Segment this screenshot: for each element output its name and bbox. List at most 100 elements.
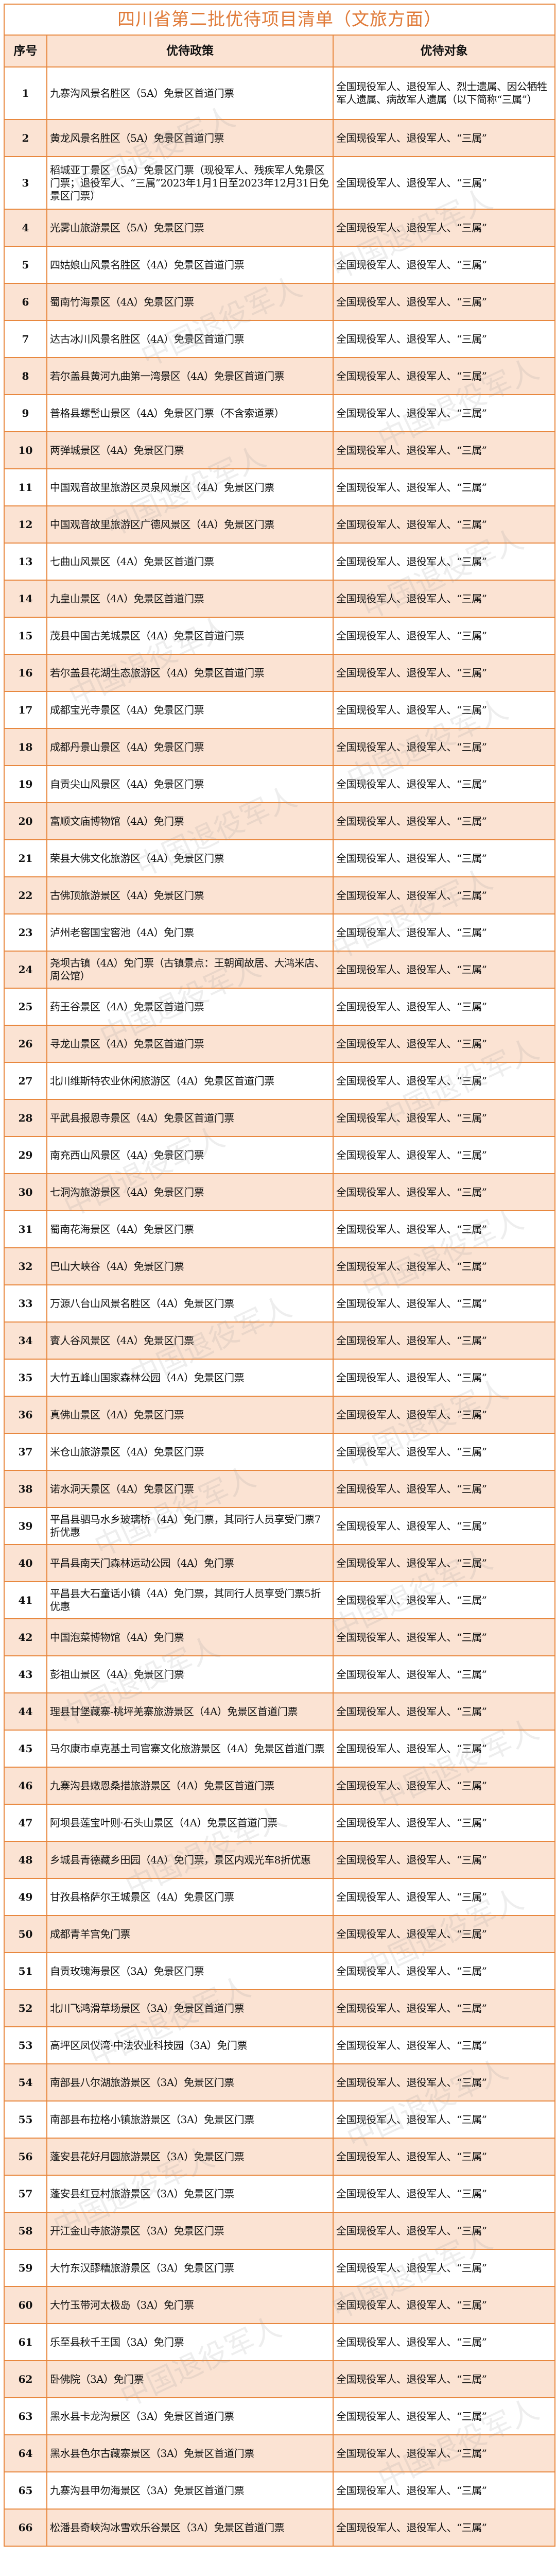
- table-row: 42 中国泡菜博物馆（4A）免门票 全国现役军人、退役军人、“三属”: [4, 1618, 555, 1656]
- row-number: 13: [4, 543, 47, 581]
- policy-cell: 泸州老窖国宝窖池（4A）免门票: [46, 913, 334, 952]
- table-row: 37 米仓山旅游景区（4A）免景区门票 全国现役军人、退役军人、“三属”: [4, 1433, 555, 1471]
- target-cell: 全国现役军人、退役军人、“三属”: [333, 1507, 555, 1545]
- table-row: 65 九寨沟县甲勿海景区（3A）免景区首道门票 全国现役军人、退役军人、“三属”: [4, 2471, 555, 2510]
- row-number: 17: [4, 691, 47, 729]
- row-number: 28: [4, 1099, 47, 1137]
- policy-cell: 自贡玫瑰海景区（3A）免景区门票: [46, 1952, 334, 1990]
- target-cell: 全国现役军人、退役军人、“三属”: [333, 468, 555, 506]
- target-cell: 全国现役军人、退役军人、“三属”: [333, 913, 555, 952]
- target-cell: 全国现役军人、退役军人、“三属”: [333, 2138, 555, 2176]
- row-number: 47: [4, 1804, 47, 1842]
- target-cell: 全国现役军人、退役军人、“三属”: [333, 1210, 555, 1248]
- row-number: 22: [4, 876, 47, 914]
- table-row: 60 大竹玉带河太极岛（3A）免门票 全国现役军人、退役军人、“三属”: [4, 2286, 555, 2324]
- target-cell: 全国现役军人、退役军人、“三属”: [333, 1173, 555, 1211]
- policy-cell: 自贡尖山风景区（4A）免景区门票: [46, 765, 334, 803]
- target-cell: 全国现役军人、退役军人、“三属”: [333, 505, 555, 544]
- row-number: 64: [4, 2434, 47, 2472]
- target-cell: 全国现役军人、退役军人、“三属”: [333, 2286, 555, 2324]
- policy-cell: 卧佛院（3A）免门票: [46, 2360, 334, 2398]
- table-row: 23 泸州老窖国宝窖池（4A）免门票 全国现役军人、退役军人、“三属”: [4, 913, 555, 952]
- policy-cell: 药王谷景区（4A）免景区首道门票: [46, 988, 334, 1026]
- row-number: 59: [4, 2249, 47, 2287]
- table-row: 53 高坪区凤仪湾·中法农业科技园（3A）免门票 全国现役军人、退役军人、“三属”: [4, 2026, 555, 2064]
- table-row: 25 药王谷景区（4A）免景区首道门票 全国现役军人、退役军人、“三属”: [4, 988, 555, 1026]
- policy-cell: 成都青羊宫免门票: [46, 1915, 334, 1953]
- policy-cell: 九寨沟风景名胜区（5A）免景区首道门票: [46, 66, 334, 120]
- row-number: 62: [4, 2360, 47, 2398]
- row-number: 29: [4, 1136, 47, 1174]
- policy-cell: 大竹东汉醪糟旅游景区（3A）免景区门票: [46, 2249, 334, 2287]
- row-number: 49: [4, 1878, 47, 1916]
- policy-cell: 普格县螺髻山景区（4A）免景区门票（不含索道票）: [46, 394, 334, 432]
- table-row: 66 松潘县奇峡沟冰雪欢乐谷景区（3A）免景区首道门票 全国现役军人、退役军人、“三…: [4, 2509, 555, 2547]
- policy-cell: 蓬安县红豆村旅游景区（3A）免景区门票: [46, 2175, 334, 2213]
- target-cell: 全国现役军人、退役军人、“三属”: [333, 1359, 555, 1397]
- policy-cell: 黄龙风景名胜区（5A）免景区首道门票: [46, 119, 334, 157]
- row-number: 42: [4, 1618, 47, 1656]
- table-row: 59 大竹东汉醪糟旅游景区（3A）免景区门票 全国现役军人、退役军人、“三属”: [4, 2249, 555, 2287]
- policy-cell: 古佛顶旅游景区（4A）免景区门票: [46, 876, 334, 914]
- target-cell: 全国现役军人、退役军人、“三属”: [333, 1804, 555, 1842]
- table-row: 32 巴山大峡谷（4A）免景区门票 全国现役军人、退役军人、“三属”: [4, 1247, 555, 1285]
- table-row: 2 黄龙风景名胜区（5A）免景区首道门票 全国现役军人、退役军人、“三属”: [4, 119, 555, 157]
- policy-cell: 平昌县驷马水乡玻璃桥（4A）免门票，其同行人员享受门票7折优惠: [46, 1507, 334, 1545]
- table-row: 28 平武县报恩寺景区（4A）免景区首道门票 全国现役军人、退役军人、“三属”: [4, 1099, 555, 1137]
- policy-cell: 中国泡菜博物馆（4A）免门票: [46, 1618, 334, 1656]
- table-row: 54 南部县八尔湖旅游景区（3A）免景区门票 全国现役军人、退役军人、“三属”: [4, 2063, 555, 2102]
- row-number: 8: [4, 357, 47, 395]
- row-number: 57: [4, 2175, 47, 2213]
- target-cell: 全国现役军人、退役军人、“三属”: [333, 431, 555, 469]
- policy-cell: 稻城亚丁景区（5A）免景区门票（现役军人、残疾军人免景区门票；退役军人、“三属”…: [46, 156, 334, 210]
- table-row: 33 万源八台山风景名胜区（4A）免景区门票 全国现役军人、退役军人、“三属”: [4, 1284, 555, 1323]
- policy-cell: 高坪区凤仪湾·中法农业科技园（3A）免门票: [46, 2026, 334, 2064]
- target-cell: 全国现役军人、退役军人、“三属”: [333, 1618, 555, 1656]
- row-number: 44: [4, 1692, 47, 1731]
- policy-cell: 平武县报恩寺景区（4A）免景区首道门票: [46, 1099, 334, 1137]
- policy-cell: 黑水县卡龙沟景区（3A）免景区首道门票: [46, 2397, 334, 2435]
- target-cell: 全国现役军人、退役军人、“三属”: [333, 765, 555, 803]
- target-cell: 全国现役军人、退役军人、“三属”: [333, 2212, 555, 2250]
- table-row: 20 富顺文庙博物馆（4A）免门票 全国现役军人、退役军人、“三属”: [4, 802, 555, 840]
- table-row: 7 达古冰川风景名胜区（4A）免景区首道门票 全国现役军人、退役军人、“三属”: [4, 320, 555, 358]
- policy-cell: 茂县中国古羌城景区（4A）免景区首道门票: [46, 617, 334, 655]
- row-number: 39: [4, 1507, 47, 1545]
- target-cell: 全国现役军人、退役军人、“三属”: [333, 1247, 555, 1285]
- table-row: 26 寻龙山景区（4A）免景区首道门票 全国现役军人、退役军人、“三属”: [4, 1025, 555, 1063]
- target-cell: 全国现役军人、退役军人、“三属”: [333, 1581, 555, 1619]
- table-row: 9 普格县螺髻山景区（4A）免景区门票（不含索道票） 全国现役军人、退役军人、“三属…: [4, 394, 555, 432]
- target-cell: 全国现役军人、退役军人、“三属”: [333, 209, 555, 247]
- table-row: 51 自贡玫瑰海景区（3A）免景区门票 全国现役军人、退役军人、“三属”: [4, 1952, 555, 1990]
- target-cell: 全国现役军人、退役军人、“三属”: [333, 1878, 555, 1916]
- target-cell: 全国现役军人、退役军人、烈士遗属、因公牺牲军人遗属、病故军人遗属（以下简称“三属…: [333, 66, 555, 120]
- row-number: 14: [4, 580, 47, 618]
- table-row: 41 平昌县大石童话小镇（4A）免门票，其同行人员享受门票5折优惠 全国现役军人、退…: [4, 1581, 555, 1619]
- table-row: 35 大竹五峰山国家森林公园（4A）免景区门票 全国现役军人、退役军人、“三属”: [4, 1359, 555, 1397]
- table-row: 18 成都丹景山景区（4A）免景区门票 全国现役军人、退役军人、“三属”: [4, 728, 555, 766]
- row-number: 21: [4, 839, 47, 877]
- table-row: 50 成都青羊宫免门票 全国现役军人、退役军人、“三属”: [4, 1915, 555, 1953]
- policy-cell: 中国观音故里旅游区灵泉风景区（4A）免景区门票: [46, 468, 334, 506]
- target-cell: 全国现役军人、退役军人、“三属”: [333, 156, 555, 210]
- row-number: 30: [4, 1173, 47, 1211]
- table-row: 45 马尔康市卓克基土司官寨文化旅游景区（4A）免景区首道门票 全国现役军人、退役军…: [4, 1730, 555, 1768]
- target-cell: 全国现役军人、退役军人、“三属”: [333, 2360, 555, 2398]
- policy-cell: 马尔康市卓克基土司官寨文化旅游景区（4A）免景区首道门票: [46, 1730, 334, 1768]
- target-cell: 全国现役军人、退役军人、“三属”: [333, 1321, 555, 1360]
- target-cell: 全国现役军人、退役军人、“三属”: [333, 2026, 555, 2064]
- policy-cell: 真佛山景区（4A）免景区门票: [46, 1396, 334, 1434]
- table-row: 55 南部县布拉格小镇旅游景区（3A）免景区门票 全国现役军人、退役军人、“三属”: [4, 2100, 555, 2139]
- policy-cell: 米仓山旅游景区（4A）免景区门票: [46, 1433, 334, 1471]
- policy-cell: 达古冰川风景名胜区（4A）免景区首道门票: [46, 320, 334, 358]
- policy-table: 四川省第二批优待项目清单（文旅方面） 序号 优待政策 优待对象 1 九寨沟风景名胜…: [4, 4, 555, 2547]
- policy-table-container: 四川省第二批优待项目清单（文旅方面） 序号 优待政策 优待对象 1 九寨沟风景名胜…: [4, 4, 555, 2551]
- table-row: 13 七曲山风景区（4A）免景区首道门票 全国现役军人、退役军人、“三属”: [4, 543, 555, 581]
- policy-cell: 甘孜县格萨尔王城景区（4A）免景区门票: [46, 1878, 334, 1916]
- row-number: 23: [4, 913, 47, 952]
- policy-cell: 万源八台山风景名胜区（4A）免景区门票: [46, 1284, 334, 1323]
- policy-cell: 蓬安县花好月圆旅游景区（3A）免景区门票: [46, 2138, 334, 2176]
- table-row: 58 开江金山寺旅游景区（3A）免景区门票 全国现役军人、退役军人、“三属”: [4, 2212, 555, 2250]
- policy-cell: 阿坝县莲宝叶则·石头山景区（4A）免景区首道门票: [46, 1804, 334, 1842]
- row-number: 54: [4, 2063, 47, 2102]
